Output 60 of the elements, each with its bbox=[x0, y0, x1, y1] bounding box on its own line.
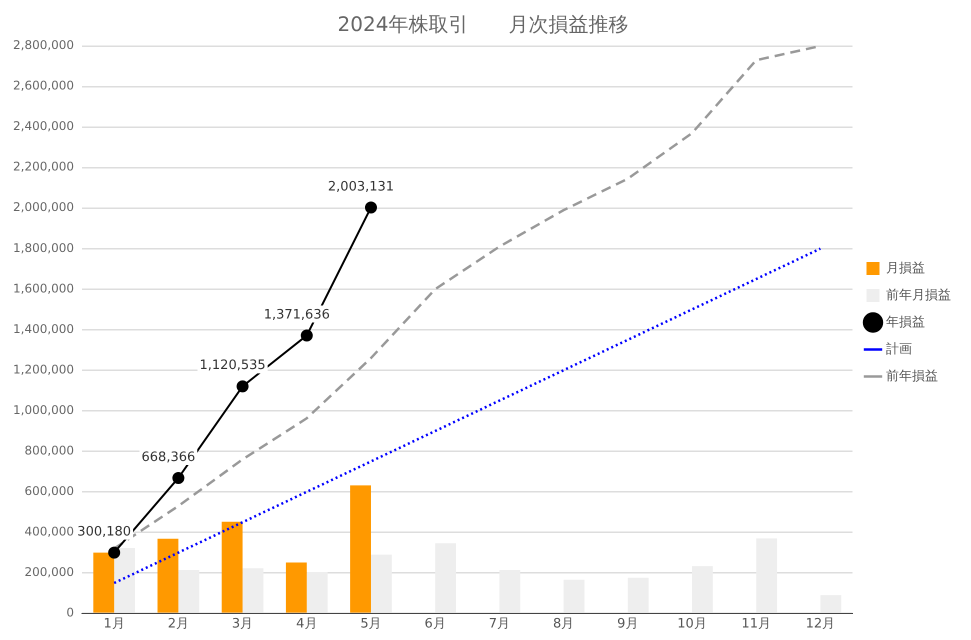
y-tick-label: 1,800,000 bbox=[12, 240, 74, 255]
x-tick-label: 11月 bbox=[741, 616, 771, 632]
point bbox=[172, 472, 184, 484]
legend-label: 前年損益 bbox=[886, 368, 938, 384]
y-tick-label: 1,200,000 bbox=[12, 362, 74, 376]
x-tick-label: 8月 bbox=[552, 616, 574, 632]
y-tick-label: 800,000 bbox=[24, 443, 74, 458]
data-label: 1,120,535 bbox=[199, 358, 266, 374]
legend-label: 年損益 bbox=[886, 314, 925, 330]
bar bbox=[306, 572, 328, 613]
y-tick-label: 400,000 bbox=[24, 524, 74, 538]
legend-label: 前年月損益 bbox=[886, 288, 951, 303]
point bbox=[236, 380, 249, 392]
bar bbox=[158, 538, 178, 613]
y-tick-label: 2,000,000 bbox=[12, 200, 74, 214]
y-tick-label: 200,000 bbox=[24, 564, 74, 579]
bar bbox=[93, 552, 114, 613]
bar bbox=[114, 548, 136, 613]
bar bbox=[756, 538, 778, 613]
x-tick-label: 5月 bbox=[360, 616, 382, 632]
bar bbox=[286, 562, 307, 613]
legend-label: 月損益 bbox=[886, 260, 925, 276]
point bbox=[108, 546, 120, 559]
bar bbox=[564, 580, 584, 613]
bar bbox=[628, 578, 649, 613]
x-tick-label: 9月 bbox=[617, 616, 638, 632]
bar bbox=[222, 522, 243, 613]
x-tick-label: 10月 bbox=[677, 616, 707, 632]
x-tick-label: 12月 bbox=[806, 616, 836, 632]
x-tick-label: 7月 bbox=[488, 616, 510, 632]
bar bbox=[178, 570, 200, 613]
legend-label: 計画 bbox=[886, 342, 912, 357]
y-tick-label: 2,200,000 bbox=[12, 160, 74, 174]
bar bbox=[370, 554, 392, 613]
x-tick-label: 4月 bbox=[296, 616, 318, 632]
point bbox=[300, 329, 313, 342]
bar bbox=[820, 595, 842, 613]
y-tick-label: 1,400,000 bbox=[12, 322, 74, 336]
y-tick-label: 2,600,000 bbox=[12, 78, 74, 93]
y-tick-label: 1,600,000 bbox=[12, 281, 74, 296]
y-tick-label: 0 bbox=[66, 606, 74, 620]
point bbox=[364, 201, 377, 214]
bar bbox=[499, 570, 520, 613]
bar bbox=[435, 543, 456, 613]
chart-title: 2024年株取引 月次損益推移 bbox=[338, 12, 628, 36]
y-tick-label: 2,400,000 bbox=[12, 119, 74, 134]
data-label: 1,371,636 bbox=[264, 307, 330, 322]
bar bbox=[692, 566, 713, 613]
y-tick-label: 1,000,000 bbox=[12, 402, 74, 417]
data-label: 2,003,131 bbox=[328, 179, 394, 194]
x-tick-label: 1月 bbox=[104, 616, 125, 632]
y-tick-label: 2,800,000 bbox=[12, 38, 74, 52]
bar bbox=[350, 485, 371, 613]
bar bbox=[242, 568, 264, 613]
x-tick-label: 2月 bbox=[168, 616, 190, 632]
data-label: 300,180 bbox=[77, 524, 132, 540]
y-tick-label: 600,000 bbox=[24, 484, 74, 498]
x-tick-label: 6月 bbox=[424, 616, 446, 632]
x-tick-label: 3月 bbox=[232, 616, 254, 632]
data-label: 668,366 bbox=[141, 450, 196, 465]
